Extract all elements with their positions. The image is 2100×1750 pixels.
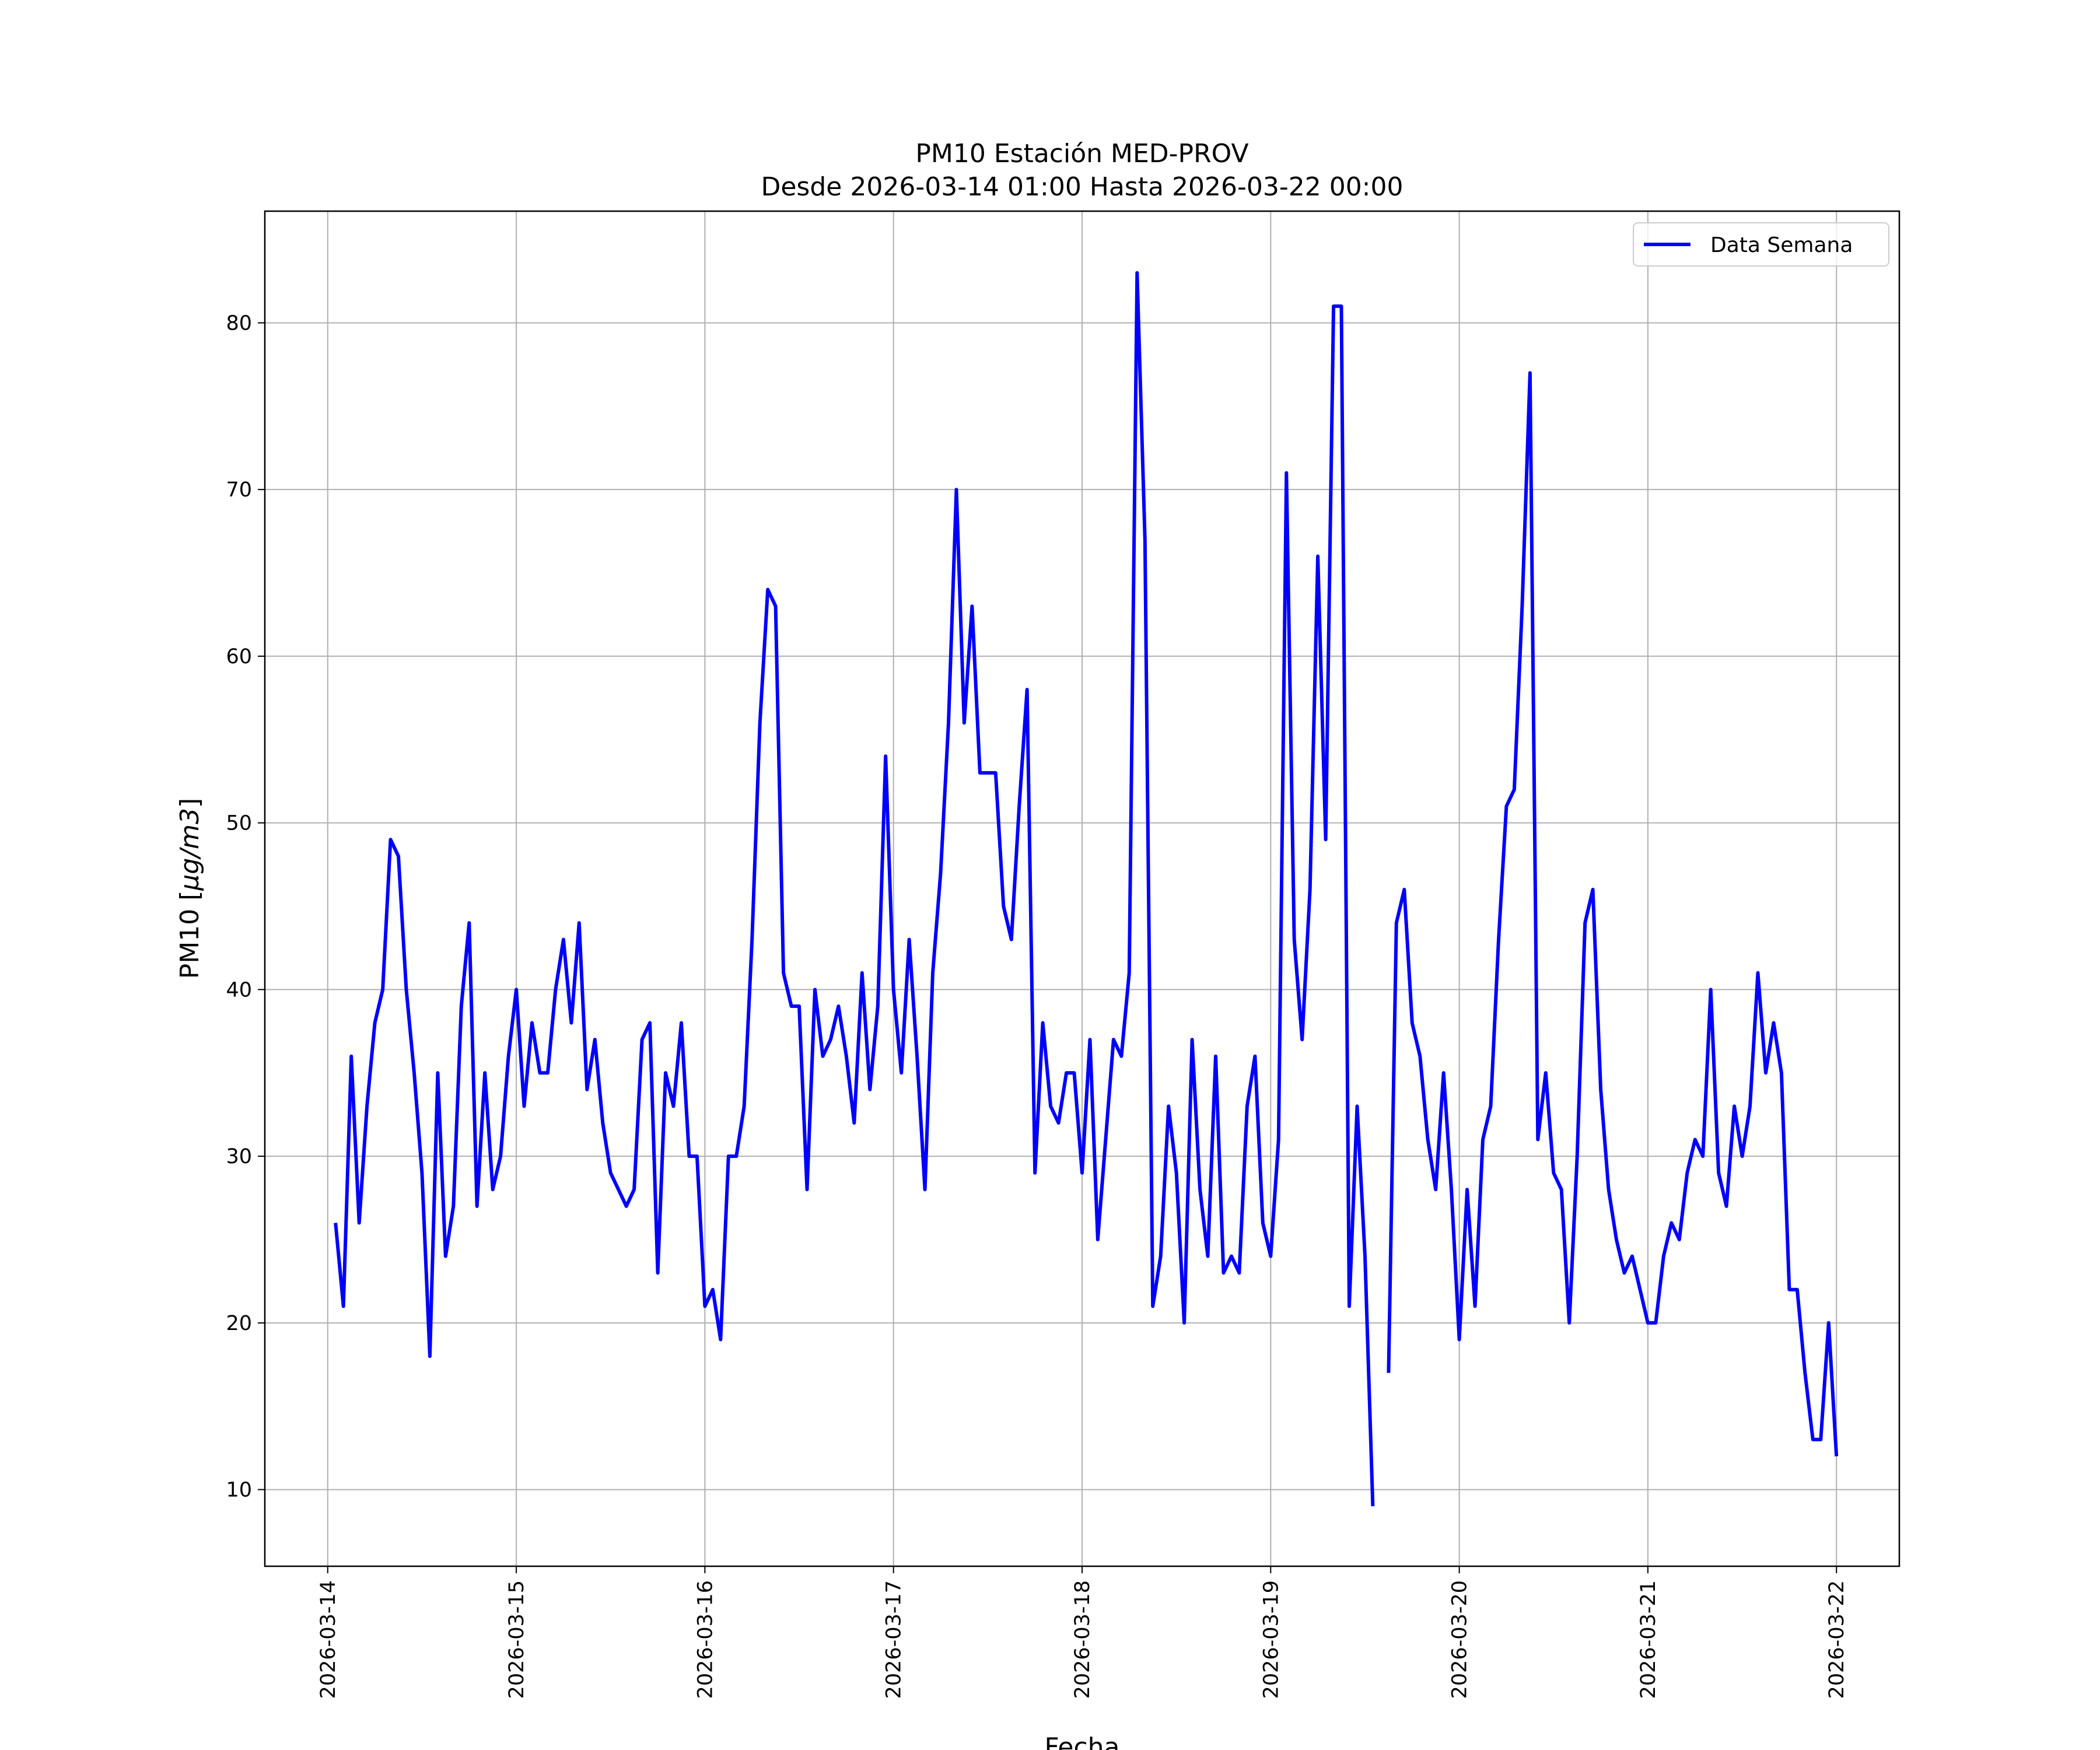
y-tick-label-4: 50 [226, 812, 252, 835]
series-line-0 [334, 271, 1839, 1507]
y-axis-title-units: μg/m3 [175, 808, 205, 891]
y-tick-label-0: 10 [226, 1479, 252, 1502]
x-tick-label-2: 2026-03-16 [694, 1580, 717, 1699]
y-tick-label-5: 60 [226, 645, 252, 668]
y-tick-label-3: 40 [226, 978, 252, 1002]
y-axis-title-suffix: ] [175, 798, 205, 808]
legend-box [1633, 222, 1889, 267]
plot-area-frame [264, 210, 1901, 1567]
y-axis-title: PM10 [μg/m3] [175, 798, 205, 979]
chart-title: PM10 Estación MED-PROV [915, 139, 1248, 169]
x-tick-label-7: 2026-03-21 [1637, 1580, 1660, 1699]
x-tick-label-3: 2026-03-17 [883, 1580, 906, 1699]
chart-subtitle: Desde 2026-03-14 01:00 Hasta 2026-03-22 … [761, 172, 1403, 202]
y-tick-label-2: 30 [226, 1145, 252, 1168]
y-tick-label-7: 80 [226, 312, 252, 335]
x-tick-label-6: 2026-03-20 [1448, 1580, 1472, 1699]
y-tick-label-1: 20 [226, 1312, 252, 1335]
x-tick-label-1: 2026-03-15 [505, 1580, 528, 1699]
x-axis-title: Fecha [1044, 1732, 1119, 1750]
x-tick-label-4: 2026-03-18 [1071, 1580, 1094, 1699]
y-tick-label-6: 70 [226, 478, 252, 502]
x-tick-label-0: 2026-03-14 [317, 1580, 340, 1699]
x-tick-label-5: 2026-03-19 [1259, 1580, 1283, 1699]
y-axis-title-prefix: PM10 [ [175, 891, 205, 979]
axis-ticks: 10 20 30 40 50 60 70 80 2026-03-14 2026-03-15 2026… [226, 312, 1849, 1699]
legend-label: Data Semana [1710, 233, 1853, 257]
series-layer [334, 271, 1839, 1507]
legend: Data Semana [1633, 222, 1889, 267]
x-tick-label-8: 2026-03-22 [1825, 1580, 1849, 1699]
grid-lines [265, 211, 1899, 1566]
